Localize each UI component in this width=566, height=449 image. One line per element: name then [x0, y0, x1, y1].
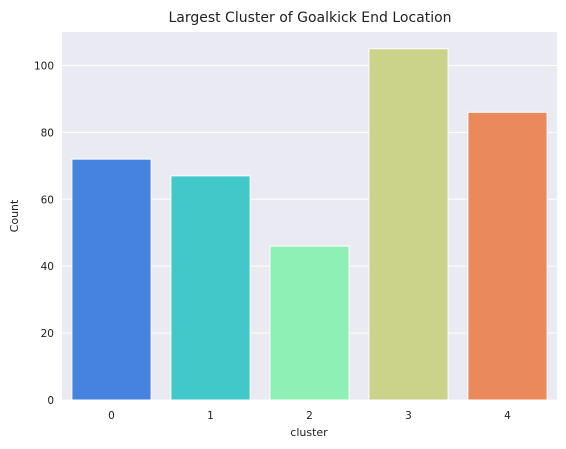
bar-cluster-1 — [170, 175, 251, 401]
x-axis-ticks: 0 1 2 3 4 — [108, 410, 511, 422]
bar-cluster-0 — [71, 158, 152, 401]
x-tick-label: 2 — [306, 410, 313, 422]
y-tick-label: 0 — [47, 395, 54, 407]
y-tick-label: 40 — [41, 261, 54, 273]
bar-cluster-2 — [269, 245, 350, 401]
y-axis-ticks: 0 20 40 60 80 100 — [34, 60, 54, 407]
x-tick-label: 4 — [504, 410, 511, 422]
y-axis-label: Count — [8, 199, 21, 232]
y-tick-label: 20 — [41, 328, 54, 340]
x-axis-label: cluster — [290, 426, 328, 439]
bar-cluster-3 — [368, 48, 449, 401]
x-tick-label: 0 — [108, 410, 115, 422]
y-tick-label: 60 — [41, 194, 54, 206]
chart-title: Largest Cluster of Goalkick End Location — [168, 10, 451, 26]
x-tick-label: 1 — [207, 410, 214, 422]
bars — [71, 48, 548, 401]
bar-cluster-4 — [467, 111, 548, 401]
y-tick-label: 100 — [34, 60, 54, 72]
x-tick-label: 3 — [405, 410, 412, 422]
y-tick-label: 80 — [41, 127, 54, 139]
